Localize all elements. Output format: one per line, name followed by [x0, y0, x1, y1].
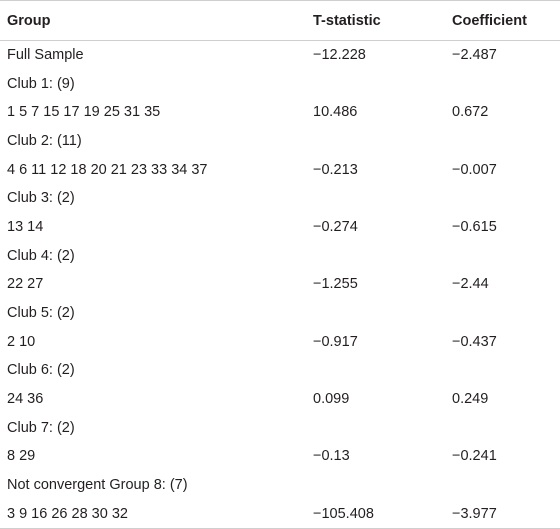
group-cell: 22 27 — [7, 276, 44, 293]
t-statistic-cell — [306, 356, 445, 385]
t-statistic-cell — [306, 413, 445, 442]
t-statistic-cell — [306, 299, 445, 328]
coefficient-cell: −0.615 — [452, 218, 497, 235]
table-row: 24 36 0.099 0.249 — [0, 385, 560, 414]
group-cell: Not convergent Group 8: (7) — [7, 477, 188, 494]
coefficient-cell — [445, 69, 560, 98]
group-cell: 13 14 — [7, 218, 44, 235]
coefficient-cell — [445, 299, 560, 328]
t-statistic-cell — [306, 241, 445, 270]
t-statistic-cell: 10.486 — [313, 104, 358, 121]
t-statistic-cell — [306, 184, 445, 213]
table-row: Club 3: (2) — [0, 184, 560, 213]
header-t-statistic: T-statistic — [306, 0, 445, 41]
table-row: Club 7: (2) — [0, 413, 560, 442]
group-cell: Club 7: (2) — [7, 419, 75, 436]
t-statistic-cell: 0.099 — [313, 391, 350, 408]
table-row: 2 10 −0.917 −0.437 — [0, 327, 560, 356]
coefficient-cell — [445, 184, 560, 213]
t-statistic-cell — [306, 471, 445, 500]
coefficient-cell: −0.437 — [452, 333, 497, 350]
group-cell: Club 5: (2) — [7, 305, 75, 322]
table-row: 4 6 11 12 18 20 21 23 33 34 37 −0.213 −0.0… — [0, 155, 560, 184]
table-row: 8 29 −0.13 −0.241 — [0, 442, 560, 471]
t-statistic-cell: −0.13 — [313, 448, 350, 465]
group-cell: 1 5 7 15 17 19 25 31 35 — [7, 104, 161, 121]
group-cell: 8 29 — [7, 448, 36, 465]
t-statistic-cell: −12.228 — [313, 47, 366, 64]
group-cell: Full Sample — [7, 47, 84, 64]
table-body: Full Sample −12.228 −2.487 Club 1: (9) 1 5 7… — [0, 41, 560, 529]
header-coefficient: Coefficient — [445, 0, 560, 41]
table-row: Club 4: (2) — [0, 241, 560, 270]
coefficient-cell — [445, 356, 560, 385]
group-cell: Club 1: (9) — [7, 75, 75, 92]
table-row: Full Sample −12.228 −2.487 — [0, 41, 560, 70]
t-statistic-cell — [306, 69, 445, 98]
table-row: 3 9 16 26 28 30 32 −105.408 −3.977 — [0, 499, 560, 529]
coefficient-cell: −0.241 — [452, 448, 497, 465]
t-statistic-cell: −0.917 — [313, 333, 358, 350]
coefficient-cell: −2.44 — [452, 276, 489, 293]
group-cell: Club 4: (2) — [7, 247, 75, 264]
group-cell: 24 36 — [7, 391, 44, 408]
table-row: Club 2: (11) — [0, 127, 560, 156]
t-statistic-cell: −1.255 — [313, 276, 358, 293]
group-cell: Club 3: (2) — [7, 190, 75, 207]
coefficient-cell: −0.007 — [452, 161, 497, 178]
coefficient-cell: 0.249 — [452, 391, 489, 408]
table-row: Club 1: (9) — [0, 69, 560, 98]
coefficient-cell: 0.672 — [452, 104, 489, 121]
table-row: 22 27 −1.255 −2.44 — [0, 270, 560, 299]
t-statistic-cell: −0.213 — [313, 161, 358, 178]
group-cell: Club 2: (11) — [7, 132, 82, 149]
table-row: Not convergent Group 8: (7) — [0, 471, 560, 500]
table-row: 13 14 −0.274 −0.615 — [0, 213, 560, 242]
t-statistic-cell: −0.274 — [313, 218, 358, 235]
group-cell: 2 10 — [7, 333, 36, 350]
table-row: Club 5: (2) — [0, 299, 560, 328]
t-statistic-cell — [306, 127, 445, 156]
table-row: 1 5 7 15 17 19 25 31 35 10.486 0.672 — [0, 98, 560, 127]
group-cell: Club 6: (2) — [7, 362, 75, 379]
coefficient-cell — [445, 471, 560, 500]
coefficient-cell — [445, 241, 560, 270]
group-cell: 3 9 16 26 28 30 32 — [0, 499, 306, 529]
coefficient-cell: −3.977 — [445, 499, 560, 529]
t-statistic-cell: −105.408 — [306, 499, 445, 529]
table-row: Club 6: (2) — [0, 356, 560, 385]
coefficient-cell — [445, 413, 560, 442]
table-header: Group T-statistic Coefficient — [0, 0, 560, 41]
group-cell: 4 6 11 12 18 20 21 23 33 34 37 — [7, 161, 208, 178]
header-row: Group T-statistic Coefficient — [0, 0, 560, 41]
coefficient-cell — [445, 127, 560, 156]
header-group: Group — [0, 0, 306, 41]
coefficient-cell: −2.487 — [452, 47, 497, 64]
